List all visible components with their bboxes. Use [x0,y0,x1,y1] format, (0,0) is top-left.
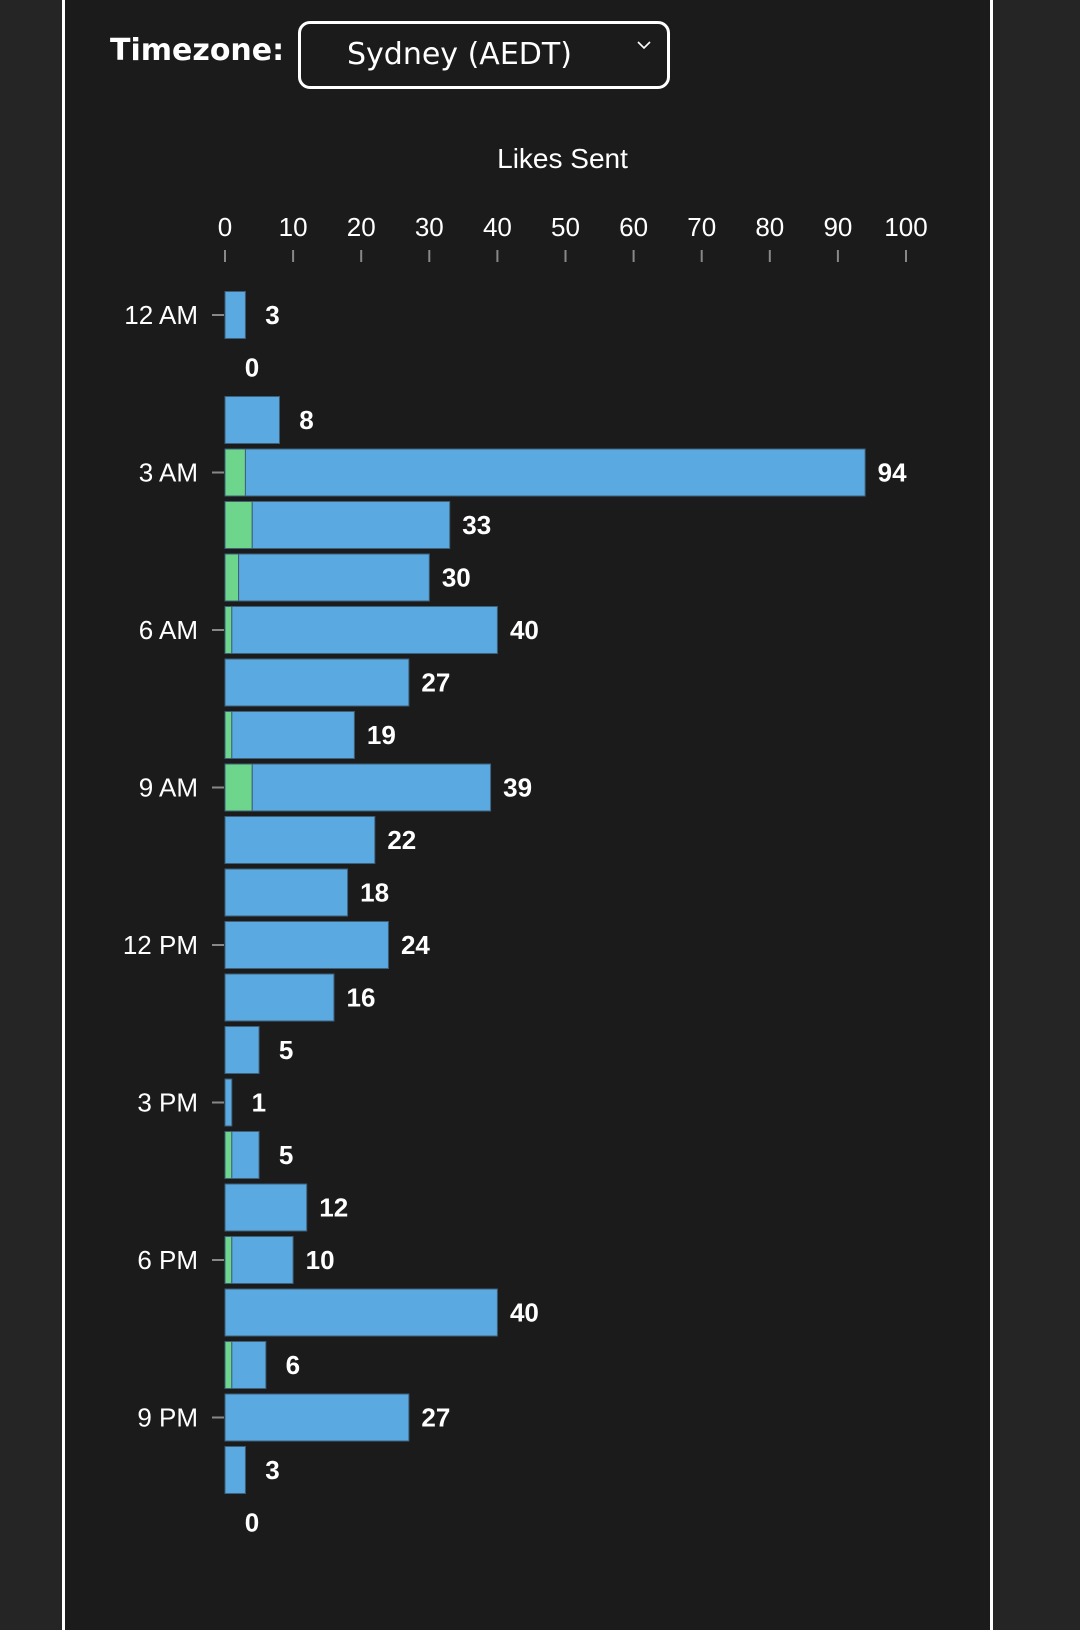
x-tick-label: 0 [218,212,232,242]
bar-value-label: 22 [387,825,416,855]
chart-title: Likes Sent [497,143,628,174]
bar-blue-segment [224,868,349,917]
x-tick-label: 30 [415,212,444,242]
bar-green-segment [224,553,240,602]
bar-blue-segment [231,1131,260,1179]
y-tick-label: 6 PM [137,1245,198,1275]
bar-value-label: 39 [503,773,532,803]
bar-blue-segment [224,1078,233,1127]
bar-value-label: 19 [367,720,396,750]
bar-blue-segment [224,1446,246,1494]
bar-blue-segment [231,606,498,654]
x-tick-label: 10 [279,212,308,242]
bar-blue-segment [251,763,492,812]
bar-value-label: 30 [442,563,471,593]
bar-blue-segment [224,396,280,444]
bar-blue-segment [224,1288,498,1337]
bar-value-label: 24 [401,930,430,960]
bar-value-label: 16 [346,983,375,1013]
bar-blue-segment [224,973,335,1022]
bar-blue-segment [231,1236,294,1284]
x-tick-label: 80 [755,212,784,242]
x-tick-label: 50 [551,212,580,242]
bar-blue-segment [238,553,430,602]
bar-blue-segment [231,711,355,759]
bar-value-label: 0 [245,1508,259,1538]
bar-green-segment [224,1341,233,1389]
y-tick-label: 9 PM [137,1403,198,1433]
x-tick-label: 90 [823,212,852,242]
bar-blue-segment [224,658,410,707]
bar-green-segment [224,1236,233,1284]
bar-value-label: 3 [265,300,279,330]
bar-blue-segment [224,1183,308,1232]
bar-value-label: 94 [878,458,907,488]
y-tick-label: 12 AM [124,300,198,330]
bar-green-segment [224,606,233,654]
bar-blue-segment [224,1026,260,1074]
timezone-select[interactable]: Sydney (AEDT) [298,21,670,89]
bar-value-label: 5 [279,1140,293,1170]
y-tick-label: 3 AM [139,458,198,488]
bar-green-segment [224,501,253,549]
chevron-down-icon [637,41,651,50]
bar-value-label: 27 [421,668,450,698]
bar-value-label: 40 [510,1298,539,1328]
bar-blue-segment [224,1393,410,1442]
bar-value-label: 27 [421,1403,450,1433]
bar-value-label: 18 [360,878,389,908]
bar-value-label: 12 [319,1193,348,1223]
y-tick-label: 3 PM [137,1088,198,1118]
chart-panel [62,0,993,1630]
bar-value-label: 10 [306,1245,335,1275]
bar-value-label: 3 [265,1455,279,1485]
y-tick-label: 12 PM [123,930,198,960]
bar-blue-segment [251,501,451,549]
bar-value-label: 33 [462,510,491,540]
timezone-value: Sydney (AEDT) [347,37,572,72]
y-tick-label: 6 AM [139,615,198,645]
bar-green-segment [224,448,246,497]
y-tick-label: 9 AM [139,773,198,803]
timezone-label: Timezone: [110,33,285,68]
x-tick-label: 40 [483,212,512,242]
x-tick-label: 100 [884,212,927,242]
bar-blue-segment [231,1341,267,1389]
bar-green-segment [224,711,233,759]
bar-blue-segment [224,816,376,864]
bar-blue-segment [244,448,866,497]
x-tick-label: 70 [687,212,716,242]
bar-value-label: 5 [279,1035,293,1065]
bar-value-label: 40 [510,615,539,645]
bar-value-label: 0 [245,353,259,383]
bar-blue-segment [224,921,389,969]
bar-green-segment [224,763,253,812]
bar-blue-segment [224,291,246,339]
x-tick-label: 60 [619,212,648,242]
bar-value-label: 1 [252,1088,266,1118]
x-tick-label: 20 [347,212,376,242]
bar-green-segment [224,1131,233,1179]
bar-value-label: 6 [286,1350,300,1380]
bar-value-label: 8 [299,405,313,435]
